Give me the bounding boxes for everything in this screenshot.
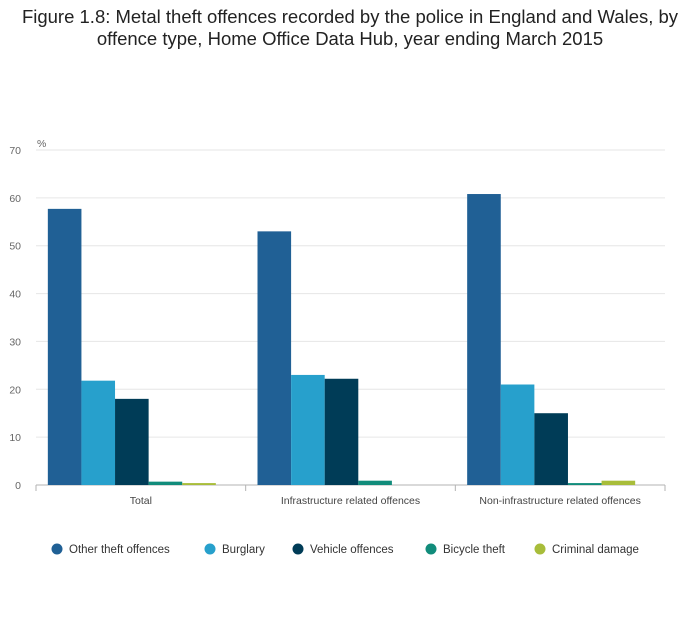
legend-marker xyxy=(204,543,216,555)
legend-label: Bicycle theft xyxy=(443,544,506,556)
bar-other-theft-offences xyxy=(47,208,82,485)
legend-marker xyxy=(534,543,546,555)
bar-bicycle-theft xyxy=(358,480,392,485)
chart-title: Figure 1.8: Metal theft offences recorde… xyxy=(21,6,679,49)
legend-item: Burglary xyxy=(204,543,265,556)
y-tick-label: 0 xyxy=(15,480,21,492)
legend: Other theft offences Burglary Vehicle offe… xyxy=(51,543,639,556)
x-tick-label: Infrastructure related offences xyxy=(281,495,420,507)
y-axis-label: % xyxy=(37,138,46,150)
legend-label: Criminal damage xyxy=(552,544,639,556)
legend-item: Criminal damage xyxy=(534,543,639,556)
bars xyxy=(47,194,636,485)
bar-burglary xyxy=(291,374,325,485)
legend-marker xyxy=(292,543,304,555)
legend-label: Burglary xyxy=(222,544,265,556)
x-tick-label: Non-infrastructure related offences xyxy=(479,495,640,507)
legend-label: Other theft offences xyxy=(69,544,170,556)
bar-criminal-damage xyxy=(182,483,216,485)
legend-marker xyxy=(425,543,437,555)
bar-burglary xyxy=(500,384,535,485)
y-tick-label: 40 xyxy=(9,289,21,301)
bar-other-theft-offences xyxy=(257,231,292,485)
legend-label: Vehicle offences xyxy=(310,544,394,556)
legend-item: Vehicle offences xyxy=(292,543,394,556)
bar-vehicle-offences xyxy=(115,398,149,485)
bar-bicycle-theft xyxy=(567,483,602,485)
bar-burglary xyxy=(81,380,116,485)
y-tick-label: 50 xyxy=(9,241,21,253)
x-tick-label: Total xyxy=(130,495,152,507)
legend-item: Other theft offences xyxy=(51,543,170,556)
y-tick-label: 10 xyxy=(9,432,21,444)
bar-bicycle-theft xyxy=(148,481,183,485)
y-tick-label: 70 xyxy=(9,145,21,157)
bar-criminal-damage xyxy=(601,480,636,485)
legend-marker xyxy=(51,543,63,555)
y-tick-label: 30 xyxy=(9,336,21,348)
bar-vehicle-offences xyxy=(534,413,568,485)
bar-other-theft-offences xyxy=(467,194,501,485)
y-tick-label: 20 xyxy=(9,384,21,396)
bar-vehicle-offences xyxy=(324,378,359,485)
legend-item: Bicycle theft xyxy=(425,543,506,556)
y-tick-label: 60 xyxy=(9,193,21,205)
